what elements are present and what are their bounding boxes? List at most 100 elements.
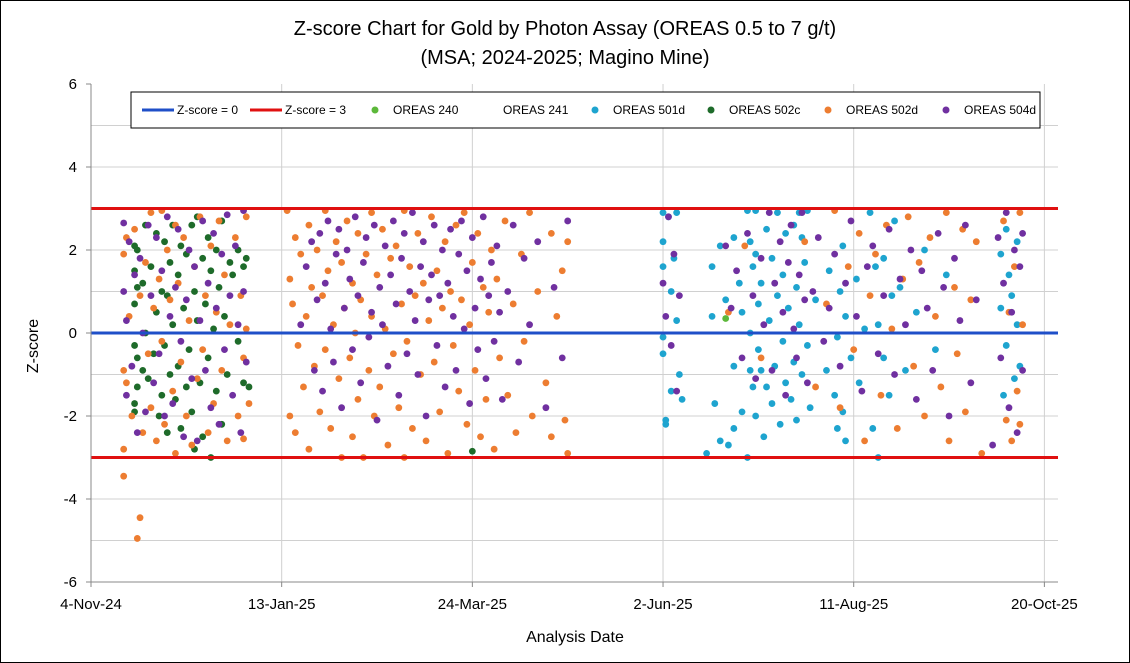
chart-subtitle: (MSA; 2024-2025; Magino Mine) bbox=[420, 47, 709, 69]
point-oreas-504d bbox=[1008, 308, 1016, 316]
point-oreas-502d bbox=[444, 449, 452, 457]
x-tick-label: 2-Jun-25 bbox=[633, 596, 692, 613]
point-oreas-502c bbox=[182, 383, 190, 391]
point-oreas-504d bbox=[1002, 209, 1010, 217]
point-oreas-504d bbox=[967, 379, 975, 387]
point-oreas-502c bbox=[180, 304, 188, 312]
point-oreas-501d bbox=[861, 325, 868, 333]
point-oreas-504d bbox=[340, 304, 348, 312]
point-oreas-504d bbox=[779, 308, 787, 316]
point-oreas-502d bbox=[346, 354, 354, 362]
point-oreas-502d bbox=[392, 242, 400, 250]
point-oreas-504d bbox=[896, 275, 904, 283]
point-oreas-501d bbox=[1002, 342, 1010, 349]
point-oreas-501d bbox=[678, 396, 686, 403]
point-oreas-501d bbox=[793, 416, 800, 424]
point-oreas-501d bbox=[768, 254, 776, 262]
point-oreas-502d bbox=[136, 292, 144, 300]
legend-box bbox=[130, 91, 1041, 129]
point-oreas-502d bbox=[338, 259, 346, 266]
point-oreas-504d bbox=[1019, 366, 1026, 374]
point-oreas-504d bbox=[670, 250, 678, 258]
point-oreas-504d bbox=[136, 254, 144, 262]
point-oreas-501d bbox=[711, 400, 719, 407]
point-oreas-504d bbox=[234, 321, 242, 329]
point-oreas-504d bbox=[403, 350, 411, 358]
point-oreas-502d bbox=[422, 437, 430, 445]
point-oreas-502d bbox=[449, 342, 457, 349]
point-oreas-504d bbox=[885, 225, 893, 233]
point-oreas-504d bbox=[381, 242, 389, 250]
point-oreas-504d bbox=[384, 362, 392, 370]
point-oreas-504d bbox=[667, 342, 675, 349]
point-oreas-502d bbox=[926, 234, 934, 241]
point-oreas-504d bbox=[191, 263, 198, 270]
point-oreas-501d bbox=[1000, 391, 1007, 399]
point-oreas-502d bbox=[349, 433, 356, 441]
point-oreas-504d bbox=[738, 354, 746, 362]
point-oreas-502d bbox=[1008, 437, 1016, 445]
point-oreas-501d bbox=[831, 391, 839, 399]
legend-marker bbox=[707, 106, 715, 114]
point-oreas-502c bbox=[144, 375, 152, 383]
point-oreas-502d bbox=[215, 217, 223, 225]
point-oreas-501d bbox=[880, 254, 888, 262]
point-oreas-504d bbox=[673, 387, 681, 395]
point-oreas-501d bbox=[896, 283, 904, 291]
point-oreas-502d bbox=[305, 221, 313, 229]
point-oreas-502c bbox=[204, 234, 212, 241]
point-oreas-501d bbox=[839, 242, 847, 250]
point-oreas-504d bbox=[452, 366, 460, 374]
point-oreas-502d bbox=[354, 230, 362, 237]
point-oreas-502c bbox=[215, 283, 223, 291]
point-oreas-501d bbox=[836, 288, 844, 295]
point-oreas-502c bbox=[221, 313, 228, 320]
point-oreas-502d bbox=[376, 383, 384, 391]
point-oreas-504d bbox=[752, 375, 760, 383]
point-oreas-504d bbox=[458, 217, 465, 225]
point-oreas-501d bbox=[754, 346, 762, 353]
point-oreas-504d bbox=[387, 271, 395, 279]
point-oreas-502d bbox=[406, 263, 414, 270]
point-oreas-504d bbox=[297, 321, 305, 329]
point-oreas-504d bbox=[771, 279, 779, 287]
y-tick-label: -6 bbox=[64, 574, 77, 591]
point-oreas-502d bbox=[893, 425, 901, 432]
point-oreas-504d bbox=[395, 391, 403, 399]
point-oreas-504d bbox=[989, 441, 997, 449]
point-oreas-502d bbox=[866, 292, 874, 300]
point-oreas-502c bbox=[133, 383, 141, 391]
point-oreas-502d bbox=[169, 387, 177, 395]
point-oreas-502d bbox=[221, 271, 228, 279]
point-oreas-501d bbox=[847, 354, 855, 362]
x-tick-label: 11-Aug-25 bbox=[819, 596, 888, 613]
point-oreas-502d bbox=[286, 275, 294, 283]
point-oreas-504d bbox=[803, 379, 811, 387]
point-oreas-504d bbox=[133, 429, 141, 436]
point-oreas-501d bbox=[1005, 271, 1013, 279]
point-oreas-502d bbox=[291, 234, 299, 241]
point-oreas-501d bbox=[754, 300, 762, 308]
point-oreas-502d bbox=[343, 217, 351, 225]
point-oreas-504d bbox=[436, 292, 444, 300]
point-oreas-501d bbox=[784, 304, 792, 312]
point-oreas-501d bbox=[662, 420, 670, 428]
point-oreas-502d bbox=[120, 250, 128, 258]
point-oreas-501d bbox=[746, 366, 754, 374]
point-oreas-501d bbox=[801, 259, 809, 266]
point-oreas-501d bbox=[752, 412, 760, 420]
point-oreas-504d bbox=[362, 234, 370, 241]
point-oreas-502d bbox=[128, 412, 136, 420]
point-oreas-502d bbox=[147, 209, 155, 217]
point-oreas-502d bbox=[542, 379, 550, 387]
point-oreas-504d bbox=[675, 292, 683, 300]
point-oreas-504d bbox=[787, 221, 795, 229]
point-oreas-502c bbox=[199, 433, 207, 441]
point-oreas-502c bbox=[177, 425, 185, 432]
point-oreas-501d bbox=[782, 230, 790, 237]
point-oreas-502d bbox=[953, 350, 961, 358]
point-oreas-504d bbox=[776, 238, 784, 246]
point-oreas-502c bbox=[131, 400, 138, 407]
point-oreas-502d bbox=[460, 209, 468, 217]
point-oreas-504d bbox=[479, 213, 487, 221]
